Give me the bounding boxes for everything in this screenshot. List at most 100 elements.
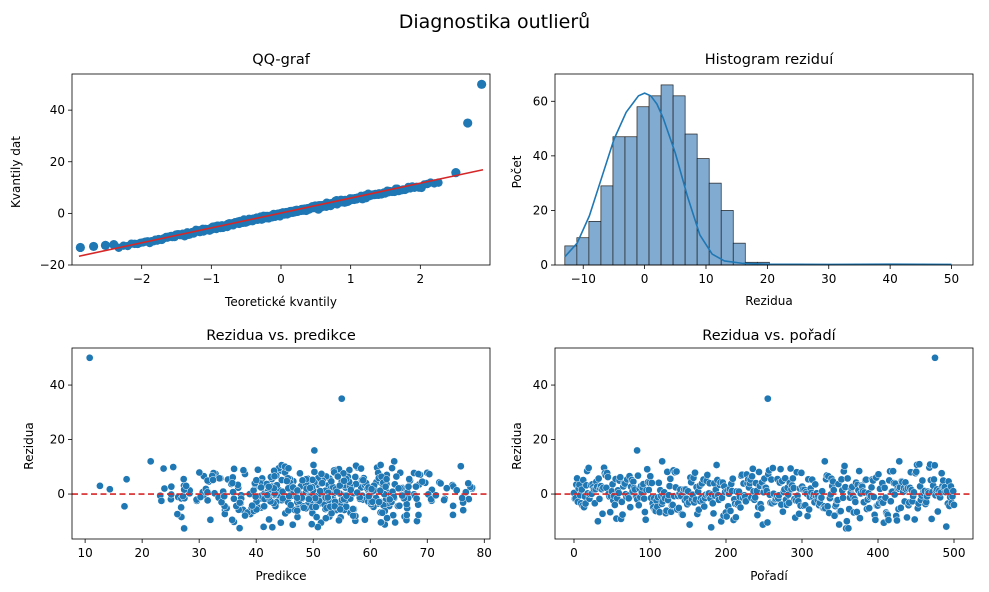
order-outlier-point-5 [895, 457, 904, 466]
hist-xtick-label-1: 0 [641, 272, 649, 286]
pred-point [317, 470, 326, 478]
pred-point [169, 463, 178, 471]
pred-xtick-label-3: 40 [249, 546, 264, 560]
pred-point [383, 514, 391, 522]
order-point [672, 467, 681, 476]
order-point [912, 467, 921, 476]
order-point [611, 501, 619, 509]
qq-xtick-label-3: 1 [347, 272, 355, 286]
qq-outlier-point-1 [463, 118, 473, 128]
pred-xtick-label-2: 30 [192, 546, 207, 560]
pred-point [357, 464, 365, 473]
order-point [886, 497, 895, 506]
pred-point [412, 494, 421, 503]
order-point [839, 494, 847, 502]
order-point [755, 468, 763, 476]
order-point [614, 489, 623, 497]
pred-xtick-label-6: 70 [420, 546, 435, 560]
order-point [666, 475, 675, 483]
panel-residuals-vs-prediction-title: Rezidua vs. predikce [206, 328, 356, 344]
pred-outlier-point-2 [310, 446, 319, 455]
pred-point [351, 473, 360, 481]
pred-point [431, 491, 440, 500]
order-point [823, 502, 832, 511]
panel-histogram-ylabel: Počet [510, 155, 524, 188]
pred-point [248, 501, 256, 510]
qq-ytick-label-1: 0 [57, 206, 65, 220]
order-point [629, 477, 638, 486]
pred-xtick-label-7: 80 [477, 546, 492, 560]
pred-outlier-point-3 [146, 457, 155, 466]
order-point [776, 465, 785, 473]
pred-point [106, 485, 114, 494]
hist-kde-line [564, 92, 952, 266]
order-point [937, 469, 946, 478]
pred-point [449, 502, 457, 510]
order-point [840, 462, 849, 470]
pred-point [300, 503, 308, 512]
panel-residuals-vs-prediction-ylabel: Rezidua [22, 422, 36, 469]
order-point [700, 502, 709, 511]
pred-point [456, 462, 465, 471]
panel-residuals-vs-order-plot: 0 100 200 300 400 500 0 20 40 [533, 347, 974, 560]
pred-outlier-point-0 [85, 353, 94, 362]
order-point [949, 487, 958, 495]
order-point [867, 483, 876, 492]
pred-point [260, 502, 269, 511]
panel-qq: QQ-graf −2 −1 0 1 2 −20 0 20 40 Teoretické kvant… [9, 52, 491, 309]
order-point [930, 475, 938, 484]
order-point [634, 501, 643, 510]
pred-point [449, 511, 457, 519]
order-point [703, 471, 712, 479]
order-point [843, 474, 852, 483]
pred-point [404, 482, 413, 491]
qq-ytick-label-2: 20 [50, 155, 65, 169]
pred-outlier-point-1 [337, 394, 346, 403]
qq-xtick-label-1: −1 [202, 272, 220, 286]
hist-ytick-label-3: 60 [533, 94, 548, 108]
order-point [797, 469, 806, 477]
qq-xtick-label-4: 2 [417, 272, 425, 286]
qq-outlier-point-2 [477, 79, 487, 89]
panel-histogram-xlabel: Rezidua [745, 294, 792, 308]
order-point [779, 507, 787, 516]
pred-point [349, 505, 357, 513]
order-outlier-point-2 [633, 446, 641, 455]
pred-point [402, 511, 411, 519]
order-xtick-label-0: 0 [570, 546, 578, 560]
pred-point [215, 474, 224, 483]
order-xtick-label-4: 400 [867, 546, 890, 560]
qq-frame [71, 73, 491, 266]
hist-bar-4 [612, 136, 626, 266]
pred-point [286, 501, 295, 509]
order-point [685, 520, 694, 529]
order-xtick-label-3: 300 [791, 546, 814, 560]
pred-point [264, 482, 273, 491]
order-point [641, 515, 650, 524]
panel-qq-title: QQ-graf [252, 52, 311, 68]
qq-tail-point-3 [109, 240, 119, 250]
hist-bar-7 [648, 95, 662, 266]
order-point [915, 460, 924, 469]
order-point [903, 513, 911, 522]
hist-ytick-label-0: 0 [540, 258, 548, 272]
order-point [595, 495, 604, 503]
pred-xtick-label-0: 10 [77, 546, 92, 560]
hist-xtick-label-3: 20 [760, 272, 775, 286]
hist-ytick-label-2: 40 [533, 149, 548, 163]
order-point [624, 494, 633, 503]
pred-point [206, 515, 215, 524]
panel-residuals-vs-order-ylabel: Rezidua [510, 422, 524, 469]
pred-point [293, 506, 302, 515]
hist-xtick-label-4: 30 [821, 272, 836, 286]
pred-point [157, 497, 166, 505]
pred-point [252, 476, 261, 485]
qq-tail-point-2 [100, 240, 111, 250]
order-point [781, 474, 790, 483]
qq-tail-point-1 [88, 241, 99, 252]
pred-point [381, 482, 390, 491]
pred-point [405, 475, 414, 483]
order-point [855, 467, 864, 475]
order-ytick-label-2: 40 [533, 378, 548, 392]
pred-point [304, 495, 313, 504]
